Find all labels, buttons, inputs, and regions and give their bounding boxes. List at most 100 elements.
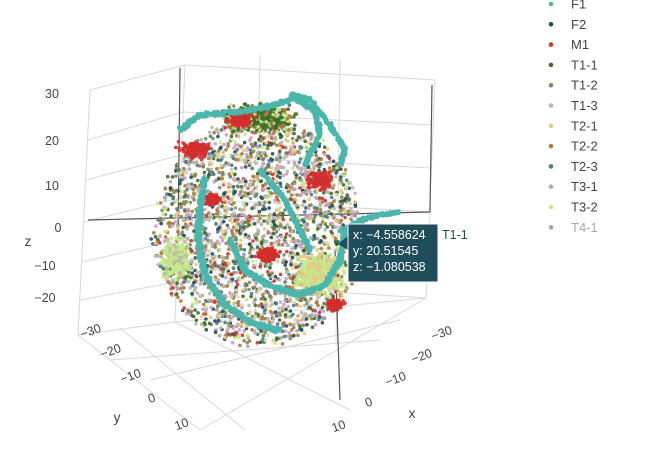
data-point — [257, 304, 261, 308]
data-point — [320, 261, 325, 266]
data-point — [267, 320, 272, 324]
data-point — [234, 143, 238, 147]
data-point — [227, 201, 231, 205]
data-point — [320, 171, 325, 176]
data-point — [192, 160, 196, 165]
data-point — [302, 129, 307, 133]
data-point — [290, 247, 294, 251]
data-point — [244, 122, 248, 127]
data-point — [311, 219, 316, 224]
data-point — [283, 280, 287, 284]
data-point — [319, 239, 323, 243]
data-point — [295, 303, 299, 307]
data-point — [192, 198, 196, 202]
data-point — [205, 201, 209, 206]
data-point — [189, 258, 194, 263]
data-point — [288, 322, 293, 327]
data-point — [325, 225, 330, 229]
data-point — [256, 288, 261, 293]
data-point — [269, 223, 274, 227]
data-point — [192, 280, 196, 285]
data-point — [179, 205, 183, 210]
data-point — [329, 229, 334, 234]
data-point — [187, 167, 192, 171]
data-point — [275, 216, 280, 220]
data-point — [183, 240, 187, 244]
data-point — [285, 249, 289, 254]
data-point — [216, 227, 220, 231]
data-point — [292, 170, 297, 175]
data-point — [193, 296, 198, 301]
data-point — [225, 255, 229, 260]
data-point — [280, 140, 284, 145]
data-point — [239, 324, 244, 329]
data-point — [334, 225, 338, 230]
data-point — [224, 275, 228, 280]
data-point — [341, 183, 346, 187]
data-point — [327, 246, 331, 250]
data-point — [288, 253, 292, 258]
data-point — [243, 179, 248, 183]
data-point — [277, 311, 282, 315]
data-point — [304, 317, 309, 321]
data-point — [259, 139, 263, 143]
data-point — [325, 147, 330, 151]
data-point — [258, 340, 263, 345]
data-point — [270, 158, 275, 162]
data-point — [302, 331, 307, 336]
data-point — [186, 207, 190, 212]
data-point — [182, 233, 186, 238]
data-point — [287, 128, 291, 132]
data-point — [275, 259, 280, 264]
data-point — [168, 186, 173, 191]
data-point — [352, 211, 357, 215]
data-point — [329, 191, 334, 196]
data-point — [219, 326, 223, 330]
data-point — [153, 241, 158, 245]
data-point — [254, 233, 258, 237]
data-point — [349, 217, 353, 221]
data-point — [353, 214, 357, 218]
data-point — [186, 309, 191, 314]
data-point — [180, 189, 184, 194]
data-point — [284, 172, 289, 176]
data-point — [183, 184, 187, 188]
data-point — [204, 147, 208, 151]
data-point — [303, 222, 308, 227]
data-point — [216, 281, 221, 285]
data-point — [261, 123, 266, 128]
data-point — [176, 295, 180, 300]
data-point — [303, 167, 308, 171]
data-point — [271, 257, 276, 261]
data-point — [258, 216, 262, 221]
data-point — [299, 146, 304, 150]
data-point — [293, 123, 297, 128]
data-point — [225, 314, 230, 319]
data-point — [300, 317, 304, 322]
data-point — [269, 298, 273, 303]
data-point — [300, 283, 304, 287]
data-point — [335, 277, 339, 282]
data-point — [221, 284, 225, 288]
data-point — [256, 228, 260, 233]
data-point — [208, 134, 213, 139]
data-point — [231, 156, 236, 161]
data-point — [281, 145, 285, 149]
data-point — [235, 282, 240, 287]
data-point — [310, 172, 314, 176]
data-point — [207, 249, 212, 253]
data-point — [248, 196, 253, 201]
data-point — [230, 220, 235, 225]
data-point — [203, 309, 208, 313]
data-point — [320, 321, 325, 325]
data-point — [199, 152, 203, 156]
data-point — [318, 204, 322, 209]
data-point — [343, 263, 348, 268]
data-point — [287, 225, 292, 230]
data-point — [212, 180, 216, 184]
data-point — [210, 256, 214, 260]
data-point — [260, 145, 265, 149]
data-point — [180, 177, 184, 182]
